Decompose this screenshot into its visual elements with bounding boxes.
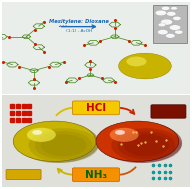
- Circle shape: [120, 54, 170, 78]
- Circle shape: [131, 59, 156, 71]
- Circle shape: [115, 130, 125, 135]
- Circle shape: [133, 60, 153, 70]
- FancyBboxPatch shape: [73, 168, 119, 182]
- Circle shape: [139, 63, 146, 67]
- FancyBboxPatch shape: [0, 0, 192, 95]
- FancyBboxPatch shape: [153, 5, 187, 43]
- Circle shape: [35, 131, 93, 160]
- Circle shape: [110, 128, 139, 142]
- Circle shape: [127, 58, 160, 74]
- Circle shape: [155, 10, 166, 16]
- FancyBboxPatch shape: [73, 101, 119, 115]
- Circle shape: [17, 123, 99, 163]
- Circle shape: [124, 56, 164, 76]
- Circle shape: [119, 53, 171, 79]
- FancyBboxPatch shape: [0, 94, 192, 189]
- Circle shape: [118, 131, 175, 160]
- Text: NH₃: NH₃: [85, 170, 107, 180]
- Circle shape: [175, 30, 183, 34]
- Circle shape: [99, 123, 182, 163]
- Circle shape: [129, 58, 159, 73]
- Circle shape: [41, 134, 86, 156]
- Text: Mesitylene: Dioxane: Mesitylene: Dioxane: [49, 19, 109, 24]
- Circle shape: [125, 57, 163, 75]
- Circle shape: [157, 29, 168, 35]
- Circle shape: [29, 128, 99, 163]
- FancyBboxPatch shape: [151, 105, 186, 118]
- Circle shape: [96, 121, 179, 161]
- Circle shape: [130, 59, 157, 72]
- Circle shape: [111, 128, 182, 163]
- Circle shape: [161, 6, 170, 10]
- Circle shape: [135, 61, 151, 69]
- Circle shape: [122, 55, 167, 77]
- Circle shape: [123, 55, 166, 76]
- Circle shape: [173, 16, 181, 20]
- Circle shape: [137, 62, 148, 67]
- Circle shape: [27, 128, 56, 142]
- Circle shape: [161, 19, 173, 25]
- Circle shape: [13, 121, 96, 161]
- Circle shape: [124, 134, 169, 156]
- Circle shape: [169, 25, 181, 30]
- Circle shape: [166, 33, 175, 38]
- FancyBboxPatch shape: [6, 169, 41, 180]
- Text: HCl: HCl: [86, 103, 106, 113]
- Circle shape: [32, 130, 42, 135]
- Circle shape: [126, 57, 162, 74]
- Circle shape: [136, 62, 149, 68]
- Circle shape: [121, 54, 169, 77]
- Circle shape: [134, 61, 152, 70]
- Circle shape: [140, 64, 145, 66]
- Circle shape: [132, 60, 155, 71]
- Circle shape: [119, 53, 171, 79]
- Circle shape: [127, 57, 146, 66]
- Text: (1:1) , AcOH: (1:1) , AcOH: [66, 29, 92, 33]
- Circle shape: [171, 7, 177, 10]
- Circle shape: [166, 12, 176, 16]
- Circle shape: [158, 23, 166, 27]
